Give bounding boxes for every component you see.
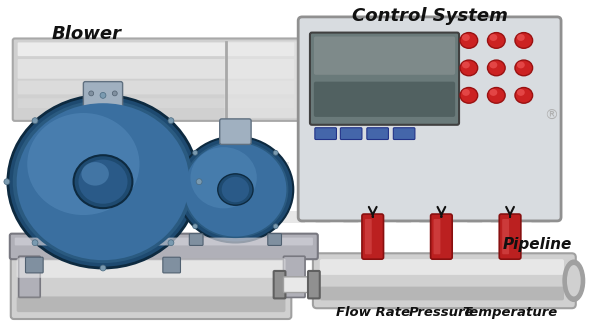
Ellipse shape — [563, 260, 584, 301]
Ellipse shape — [17, 103, 190, 260]
FancyBboxPatch shape — [17, 258, 286, 278]
Circle shape — [112, 91, 117, 96]
FancyBboxPatch shape — [394, 128, 415, 139]
Ellipse shape — [487, 32, 505, 48]
Ellipse shape — [490, 89, 497, 96]
FancyBboxPatch shape — [502, 219, 509, 254]
Ellipse shape — [13, 100, 193, 263]
FancyBboxPatch shape — [320, 287, 564, 300]
FancyBboxPatch shape — [434, 219, 440, 254]
FancyBboxPatch shape — [17, 98, 294, 108]
Ellipse shape — [190, 147, 257, 208]
FancyBboxPatch shape — [26, 257, 43, 273]
FancyBboxPatch shape — [367, 128, 388, 139]
Circle shape — [273, 224, 278, 229]
Ellipse shape — [82, 162, 109, 186]
FancyBboxPatch shape — [163, 257, 181, 273]
FancyBboxPatch shape — [19, 256, 40, 298]
Text: Pipeline: Pipeline — [503, 237, 572, 252]
Text: ®: ® — [544, 109, 558, 123]
Circle shape — [168, 118, 174, 123]
FancyBboxPatch shape — [83, 82, 122, 107]
Ellipse shape — [218, 174, 253, 205]
Ellipse shape — [517, 62, 525, 69]
Ellipse shape — [490, 34, 497, 41]
Ellipse shape — [462, 89, 470, 96]
FancyBboxPatch shape — [283, 256, 305, 298]
Text: OLiMAK: OLiMAK — [190, 159, 555, 240]
Ellipse shape — [178, 137, 293, 243]
FancyBboxPatch shape — [310, 32, 459, 125]
FancyBboxPatch shape — [298, 17, 561, 221]
Ellipse shape — [515, 60, 533, 76]
Ellipse shape — [515, 87, 533, 103]
Circle shape — [273, 150, 278, 155]
Circle shape — [100, 92, 106, 98]
FancyBboxPatch shape — [499, 214, 521, 259]
FancyBboxPatch shape — [190, 234, 203, 246]
FancyBboxPatch shape — [13, 38, 301, 121]
FancyBboxPatch shape — [431, 214, 452, 259]
FancyBboxPatch shape — [320, 259, 564, 275]
Text: Blower: Blower — [52, 25, 121, 43]
Ellipse shape — [462, 34, 470, 41]
FancyBboxPatch shape — [362, 214, 383, 259]
Ellipse shape — [460, 32, 478, 48]
FancyBboxPatch shape — [11, 252, 292, 319]
Ellipse shape — [460, 87, 478, 103]
FancyBboxPatch shape — [314, 36, 455, 75]
Text: Control System: Control System — [352, 7, 508, 25]
Ellipse shape — [79, 160, 128, 204]
FancyBboxPatch shape — [17, 297, 286, 312]
Ellipse shape — [8, 95, 198, 268]
Circle shape — [100, 265, 106, 271]
Ellipse shape — [517, 34, 525, 41]
FancyBboxPatch shape — [15, 238, 313, 246]
Circle shape — [168, 240, 174, 246]
FancyBboxPatch shape — [268, 234, 281, 246]
Text: Pressure: Pressure — [409, 306, 474, 319]
Ellipse shape — [182, 141, 289, 238]
Ellipse shape — [487, 87, 505, 103]
FancyBboxPatch shape — [314, 82, 455, 117]
FancyBboxPatch shape — [224, 41, 298, 118]
Ellipse shape — [460, 60, 478, 76]
FancyBboxPatch shape — [340, 128, 362, 139]
FancyBboxPatch shape — [17, 59, 294, 79]
Ellipse shape — [490, 62, 497, 69]
FancyBboxPatch shape — [313, 253, 576, 308]
FancyBboxPatch shape — [283, 277, 310, 293]
Circle shape — [89, 91, 94, 96]
Ellipse shape — [567, 265, 581, 297]
Circle shape — [193, 224, 197, 229]
FancyBboxPatch shape — [308, 271, 320, 299]
FancyBboxPatch shape — [17, 81, 294, 94]
FancyBboxPatch shape — [274, 271, 286, 299]
Ellipse shape — [487, 60, 505, 76]
FancyBboxPatch shape — [220, 119, 251, 144]
Circle shape — [4, 179, 10, 185]
Ellipse shape — [221, 177, 249, 202]
Ellipse shape — [74, 155, 133, 208]
Ellipse shape — [462, 62, 470, 69]
FancyBboxPatch shape — [17, 42, 294, 56]
Circle shape — [193, 150, 197, 155]
FancyBboxPatch shape — [10, 234, 318, 259]
Ellipse shape — [517, 89, 525, 96]
Text: Temperature: Temperature — [463, 306, 557, 319]
Circle shape — [32, 118, 38, 123]
Ellipse shape — [184, 142, 286, 237]
Circle shape — [196, 179, 202, 185]
Text: Flow Rate: Flow Rate — [335, 306, 410, 319]
FancyBboxPatch shape — [315, 128, 337, 139]
Ellipse shape — [27, 113, 139, 215]
FancyBboxPatch shape — [365, 219, 372, 254]
Ellipse shape — [515, 32, 533, 48]
Circle shape — [32, 240, 38, 246]
